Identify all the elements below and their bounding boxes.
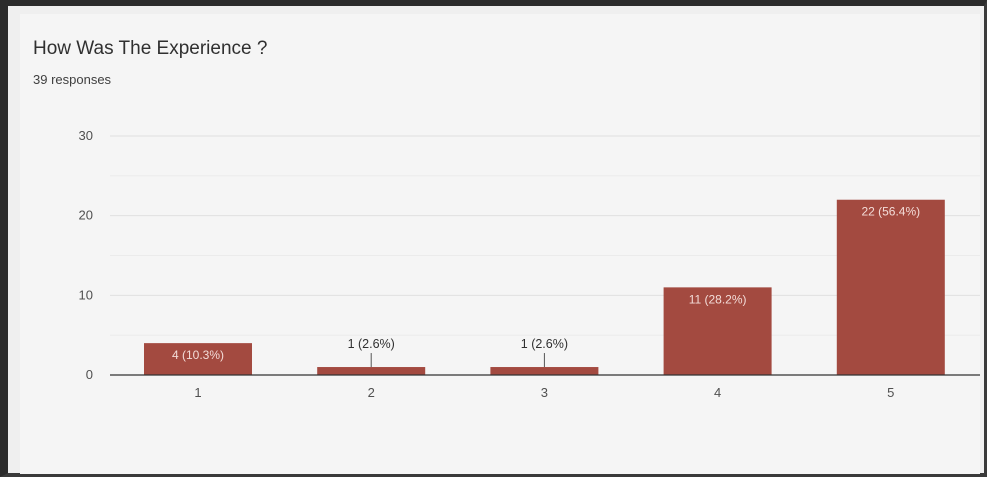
- chart-title: How Was The Experience ?: [33, 38, 268, 59]
- y-tick-label: 20: [79, 208, 93, 223]
- x-axis-ticks: 1 2 3 4 5: [194, 385, 894, 400]
- bars: 4 (10.3%) 1 (2.6%) 1 (2.6%) 11 (28.2%) 22 (5…: [144, 199, 945, 375]
- x-tick-label: 1: [194, 385, 201, 400]
- y-tick-label: 10: [79, 287, 93, 302]
- x-tick-label: 3: [541, 385, 548, 400]
- bar: [663, 287, 772, 375]
- x-tick-label: 4: [714, 385, 721, 400]
- bar-data-label: 22 (56.4%): [861, 205, 920, 219]
- x-tick-label: 2: [368, 385, 375, 400]
- bar-data-label: 1 (2.6%): [521, 337, 568, 351]
- bar: [490, 367, 599, 375]
- y-axis-ticks: 0 10 20 30: [79, 128, 93, 382]
- response-count: 39 responses: [33, 72, 112, 87]
- bar-data-label: 4 (10.3%): [172, 348, 224, 362]
- bar-data-label: 11 (28.2%): [689, 292, 747, 306]
- bar: [144, 343, 252, 375]
- bar: [836, 199, 945, 375]
- bar-data-label: 1 (2.6%): [348, 337, 395, 351]
- gridlines: [110, 135, 980, 336]
- y-tick-label: 30: [79, 128, 93, 143]
- y-tick-label: 0: [86, 367, 93, 382]
- x-tick-label: 5: [887, 385, 894, 400]
- chart-card: [20, 14, 980, 474]
- bar: [317, 367, 426, 375]
